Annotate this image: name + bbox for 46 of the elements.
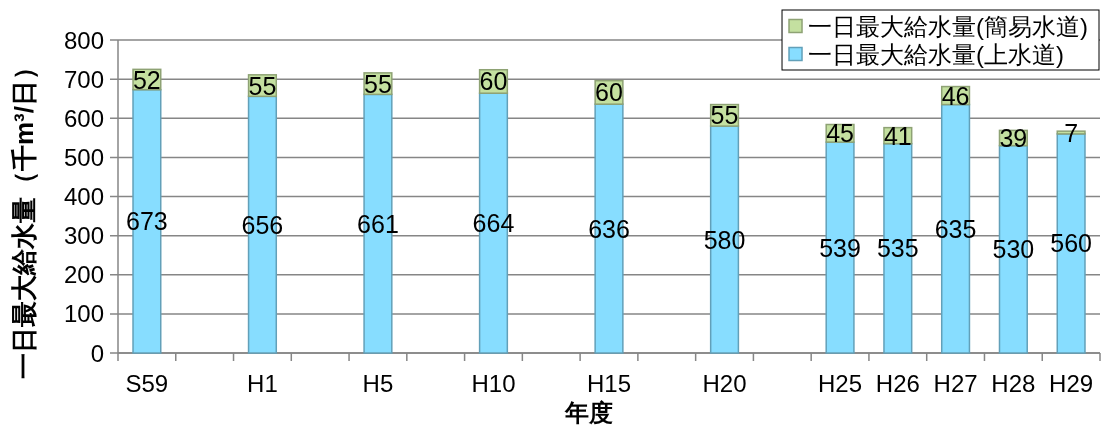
y-tick-label: 600 [63, 104, 104, 132]
data-label: 635 [934, 214, 977, 243]
x-axis-title: 年度 [564, 399, 613, 426]
data-label: 55 [248, 71, 277, 100]
data-label: 39 [999, 124, 1028, 153]
y-tick-label: 700 [63, 65, 104, 93]
x-tick-label: S59 [125, 370, 169, 397]
legend-label: 一日最大給水量(簡易水道) [808, 12, 1088, 40]
data-label: 46 [941, 81, 970, 110]
x-tick-label: H29 [1049, 370, 1094, 397]
x-tick-label: H5 [362, 370, 394, 397]
x-tick-label: H28 [991, 370, 1036, 397]
y-tick-label: 400 [63, 183, 104, 210]
data-label: 7 [1064, 118, 1079, 147]
x-tick-label: H26 [875, 370, 920, 397]
data-label: 41 [883, 121, 912, 150]
y-tick-label: 800 [63, 26, 104, 54]
y-tick-label: 300 [63, 222, 104, 250]
data-label: 52 [132, 65, 161, 94]
data-label: 580 [703, 225, 746, 254]
data-label: 636 [588, 214, 630, 243]
data-label: 661 [357, 209, 399, 238]
x-tick-label: H20 [702, 370, 747, 397]
x-tick-label: H25 [818, 370, 863, 397]
data-label: 55 [364, 69, 392, 98]
data-label: 539 [819, 233, 861, 262]
y-tick-label: 200 [63, 261, 104, 289]
data-label: 560 [1050, 229, 1092, 258]
data-label: 664 [472, 209, 515, 238]
y-tick-label: 500 [63, 143, 104, 171]
x-tick-label: H10 [471, 370, 516, 397]
y-tick-label: 0 [90, 339, 104, 367]
y-tick-label: 100 [63, 300, 104, 328]
data-label: 530 [992, 235, 1035, 264]
x-tick-label: H15 [586, 370, 632, 397]
x-tick-label: H27 [933, 370, 978, 397]
x-tick-label: H1 [247, 370, 278, 397]
data-label: 60 [595, 78, 623, 107]
data-label: 535 [876, 234, 919, 263]
legend-label: 一日最大給水量(上水道) [808, 40, 1064, 68]
data-label: 45 [826, 119, 854, 148]
data-label: 60 [479, 67, 508, 96]
data-label: 673 [126, 207, 168, 236]
data-label: 656 [241, 210, 284, 239]
y-axis-title: 一日最大給水量（千m³/日） [9, 54, 39, 379]
data-label: 55 [710, 101, 739, 130]
